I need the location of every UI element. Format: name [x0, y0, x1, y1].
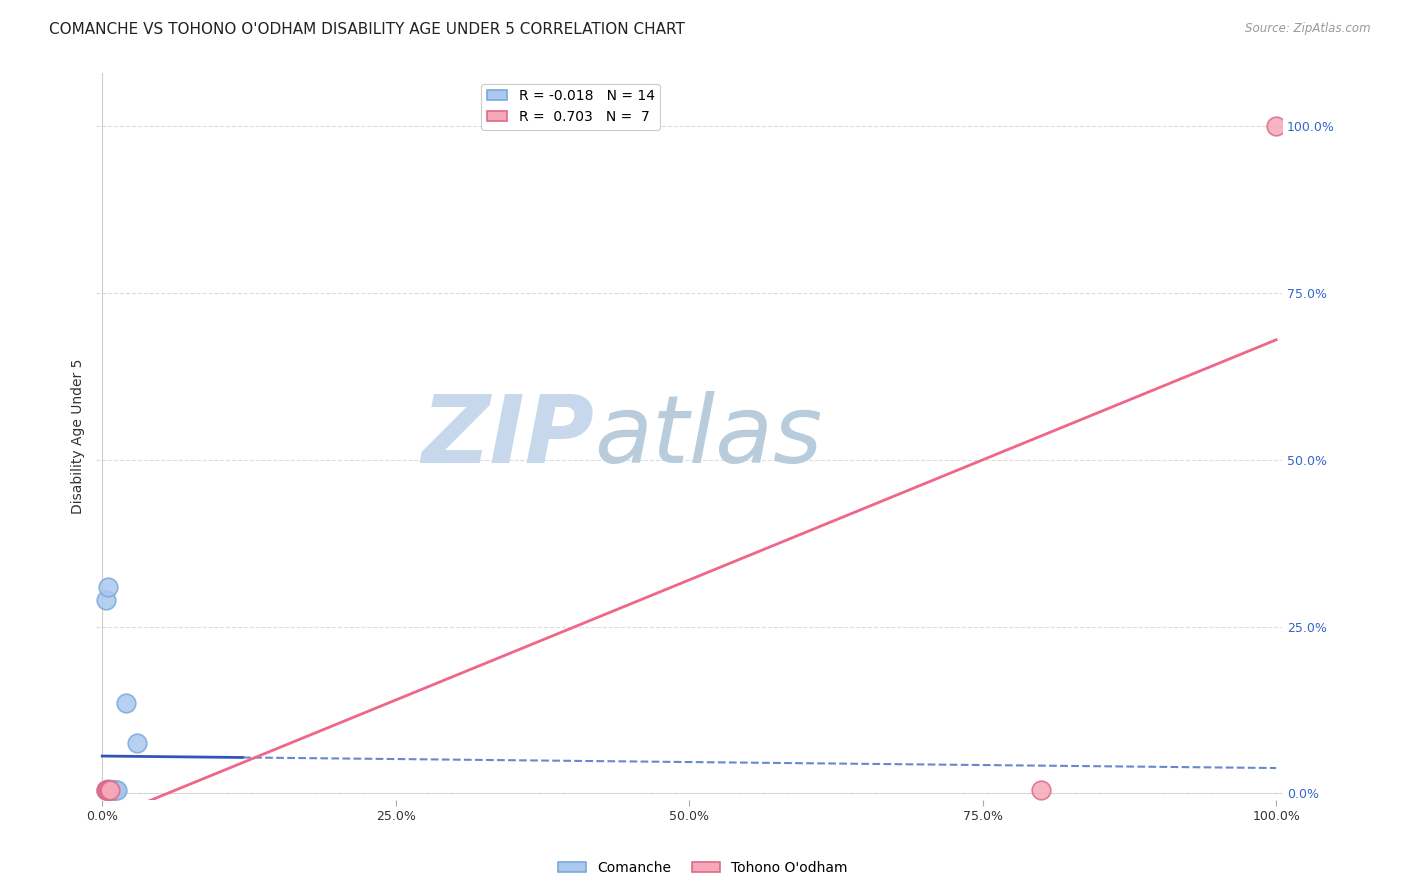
Point [96, 783, 118, 797]
Point [97, 781, 120, 796]
Point [103, 783, 125, 797]
Point [127, 736, 149, 750]
Point [94, 783, 117, 797]
Point [97, 783, 120, 797]
Y-axis label: Disability Age Under 5: Disability Age Under 5 [72, 359, 86, 514]
Point [107, 783, 129, 797]
Legend: Comanche, Tohono O'odham: Comanche, Tohono O'odham [553, 855, 853, 880]
Text: atlas: atlas [595, 391, 823, 482]
Text: Source: ZipAtlas.com: Source: ZipAtlas.com [1246, 22, 1371, 36]
Point [100, 783, 122, 797]
Text: COMANCHE VS TOHONO O'ODHAM DISABILITY AGE UNDER 5 CORRELATION CHART: COMANCHE VS TOHONO O'ODHAM DISABILITY AG… [49, 22, 685, 37]
Point [94, 593, 117, 607]
Point [98, 783, 121, 797]
Point [1265, 120, 1288, 134]
Point [1031, 783, 1053, 797]
Point [94, 783, 117, 797]
Point [104, 783, 127, 797]
Point [96, 783, 118, 797]
Point [100, 783, 122, 797]
Point [100, 783, 122, 797]
Point [101, 783, 124, 797]
Legend: R = -0.018   N = 14, R =  0.703   N =  7: R = -0.018 N = 14, R = 0.703 N = 7 [481, 84, 661, 129]
Point [98, 783, 121, 797]
Point [114, 696, 136, 710]
Point [97, 580, 120, 594]
Text: ZIP: ZIP [422, 391, 595, 483]
